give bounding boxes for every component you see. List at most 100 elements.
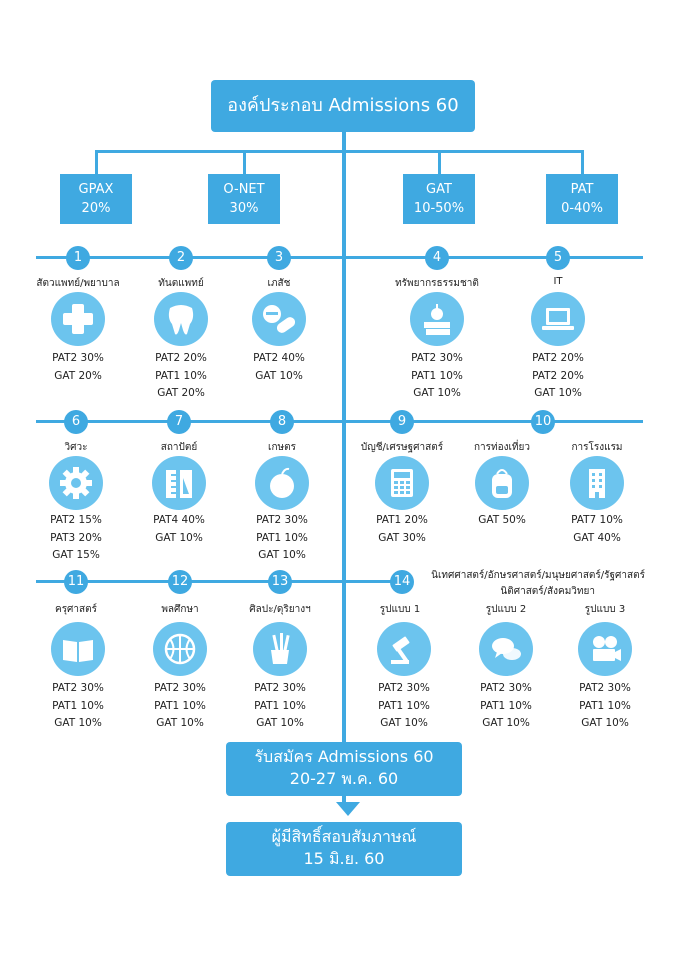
group-weights: PAT4 40% GAT 10% [124,512,234,547]
weight-item: GAT 20% [54,369,102,382]
weight-item: PAT2 30% [378,682,430,694]
component-name: GAT [426,182,452,197]
apply-title: รับสมัคร Admissions 60 [254,747,434,766]
weight-item: PAT4 40% [153,514,205,526]
basketball-icon [153,622,207,676]
weight-item: GAT 10% [155,531,203,544]
weight-item: PAT2 30% [256,514,308,526]
weight-item: GAT 10% [413,387,461,399]
group-weights: PAT2 20% PAT1 10% GAT 20% [126,350,236,403]
diagram-title: องค์ประกอบ Admissions 60 [211,80,475,132]
component-gpax: GPAX 20% [60,174,132,224]
group-label: บัญชี/เศรษฐศาสตร์ [360,442,444,453]
gavel-icon [377,622,431,676]
weight-item: PAT2 30% [411,352,463,364]
group-number: 12 [168,570,192,594]
group-number: 4 [425,246,449,270]
weight-item: PAT1 10% [579,699,631,712]
weight-item: PAT7 10% [571,514,623,526]
weight-item: PAT1 10% [480,699,532,712]
component-value: 0-40% [561,201,603,216]
row1-line [36,256,643,259]
group-label: เภสัช [267,278,291,289]
interview-title: ผู้มีสิทธิ์สอบสัมภาษณ์ [271,827,417,846]
medical-cross-icon [51,292,105,346]
weight-item: PAT2 30% [480,682,532,694]
group-label: วิศวะ [64,442,88,453]
group-label: รูปแบบ 2 [485,604,527,615]
group-label: ศิลปะ/ดุริยางฯ [249,604,311,615]
apply-dates: 20-27 พ.ค. 60 [289,769,399,788]
drop-pat [581,150,584,174]
group-label: ครุศาสตร์ [55,604,97,615]
drop-gpax [95,150,98,174]
group-number: 1 [66,246,90,270]
weight-item: PAT1 20% [376,514,428,526]
backpack-icon [475,456,529,510]
weight-item: PAT1 10% [411,369,463,382]
group-label: สถาปัตย์ [160,442,198,453]
group-weights: PAT2 30% GAT 20% [23,350,133,385]
component-name: GPAX [78,182,114,197]
weight-item: PAT1 10% [52,699,104,712]
weight-item: PAT2 30% [579,682,631,694]
row3-line [36,580,406,583]
hotel-icon [570,456,624,510]
group-label: ทรัพยากรธรรมชาติ [395,278,479,289]
weight-item: PAT1 10% [155,369,207,382]
group-number: 14 [390,570,414,594]
main-trunk-line [342,132,346,742]
weight-item: PAT1 10% [254,699,306,712]
group-label: รูปแบบ 1 [379,604,421,615]
art-supplies-icon [253,622,307,676]
book-icon [51,622,105,676]
group-number: 3 [267,246,291,270]
group-14-note-line1: นิเทศศาสตร์/อักษรศาสตร์/มนุษยศาสตร์/รัฐศ… [431,570,645,581]
group-label: รูปแบบ 3 [584,604,626,615]
interview-box: ผู้มีสิทธิ์สอบสัมภาษณ์ 15 มิ.ย. 60 [226,822,462,876]
weight-item: PAT2 30% [52,352,104,364]
weight-item: GAT 10% [482,717,530,729]
group-number: 5 [546,246,570,270]
component-value: 30% [229,201,259,216]
weight-item: GAT 10% [380,717,428,729]
weight-item: GAT 10% [534,387,582,399]
weight-item: GAT 30% [378,531,426,544]
group-weights: PAT2 30% PAT1 10% GAT 10% [451,680,561,733]
weight-item: PAT2 40% [253,352,305,364]
apple-icon [255,456,309,510]
group-number: 11 [64,570,88,594]
weight-item: GAT 10% [54,717,102,729]
film-camera-icon [578,622,632,676]
arrow-down-icon [336,802,360,816]
weight-item: PAT2 20% [532,369,584,382]
ruler-icon [152,456,206,510]
group-weights: GAT 50% [447,512,557,530]
component-pat: PAT 0-40% [546,174,618,224]
row2-line [36,420,643,423]
group-number: 10 [531,410,555,434]
laptop-icon [531,292,585,346]
group-weights: PAT7 10% GAT 40% [542,512,652,547]
group-number: 7 [167,410,191,434]
interview-date: 15 มิ.ย. 60 [303,849,385,868]
weight-item: PAT1 10% [154,699,206,712]
group-label: IT [553,276,563,287]
group-weights: PAT2 30% PAT1 10% GAT 10% [225,680,335,733]
component-value: 10-50% [413,201,465,216]
weight-item: PAT2 30% [154,682,206,694]
apply-period-box: รับสมัคร Admissions 60 20-27 พ.ค. 60 [226,742,462,796]
group-weights: PAT2 30% PAT1 10% GAT 10% [227,512,337,565]
group-14-note-line2: นิติศาสตร์/สังคมวิทยา [500,586,595,597]
weight-item: GAT 15% [52,549,100,561]
group-weights: PAT2 30% PAT1 10% GAT 10% [23,680,133,733]
group-label: พลศึกษา [161,604,199,615]
component-name: PAT [570,182,594,197]
group-weights: PAT2 15% PAT3 20% GAT 15% [21,512,131,565]
group-label: การโรงแรม [571,442,623,453]
weight-item: PAT3 20% [50,531,102,544]
group-weights: PAT1 20% GAT 30% [347,512,457,547]
group-weights: PAT2 30% PAT1 10% GAT 10% [550,680,660,733]
component-value: 20% [81,201,111,216]
group-number: 9 [390,410,414,434]
